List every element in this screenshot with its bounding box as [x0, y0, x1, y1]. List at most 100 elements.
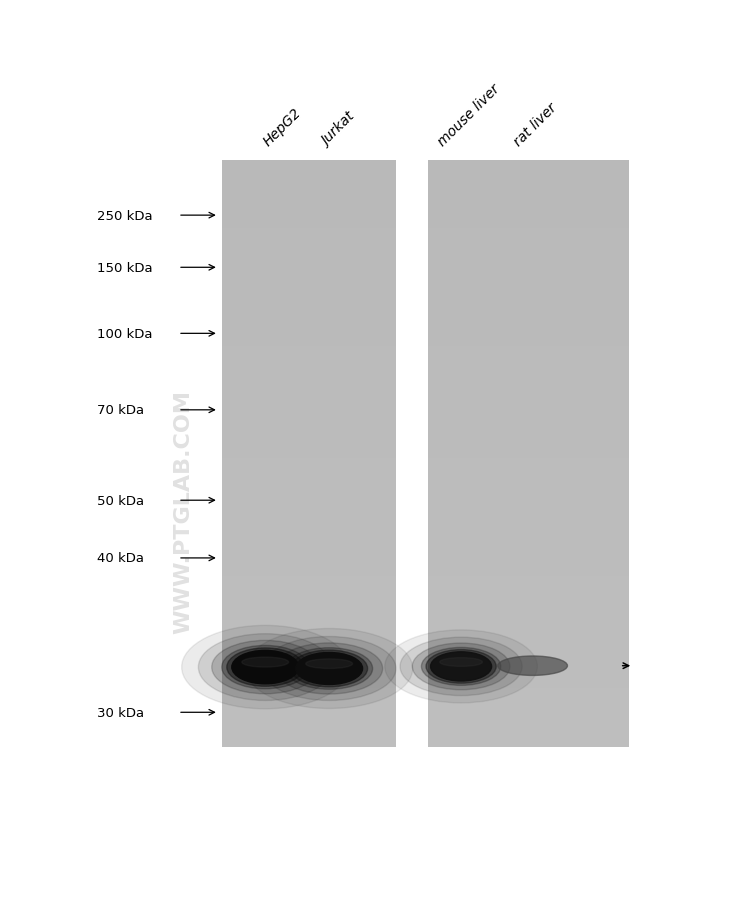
- Bar: [222, 557, 396, 561]
- Bar: [222, 375, 396, 381]
- Bar: [222, 591, 396, 595]
- Bar: [428, 199, 628, 205]
- Bar: [428, 205, 628, 209]
- Bar: [428, 488, 628, 492]
- Bar: [428, 684, 628, 688]
- Bar: [428, 704, 628, 708]
- Bar: [428, 361, 628, 365]
- Bar: [428, 375, 628, 381]
- Bar: [428, 195, 628, 199]
- Bar: [428, 571, 628, 576]
- Bar: [222, 654, 396, 659]
- Bar: [428, 189, 628, 195]
- Bar: [428, 678, 628, 684]
- Bar: [222, 425, 396, 429]
- Bar: [428, 400, 628, 405]
- Bar: [222, 439, 396, 444]
- Bar: [428, 532, 628, 537]
- Bar: [428, 346, 628, 351]
- Bar: [222, 488, 396, 492]
- Bar: [222, 219, 396, 224]
- Text: HepG2: HepG2: [261, 106, 305, 149]
- Bar: [222, 224, 396, 229]
- Ellipse shape: [440, 658, 482, 667]
- Bar: [222, 723, 396, 728]
- Bar: [222, 385, 396, 391]
- Bar: [428, 322, 628, 327]
- Bar: [428, 214, 628, 219]
- Bar: [428, 738, 628, 742]
- Ellipse shape: [498, 657, 568, 676]
- Bar: [428, 425, 628, 429]
- Bar: [428, 405, 628, 410]
- Bar: [428, 170, 628, 175]
- Bar: [428, 512, 628, 518]
- Bar: [222, 537, 396, 542]
- Bar: [222, 429, 396, 434]
- Bar: [222, 229, 396, 234]
- Bar: [428, 410, 628, 415]
- Bar: [428, 351, 628, 356]
- Bar: [222, 298, 396, 302]
- Bar: [428, 209, 628, 214]
- Bar: [428, 165, 628, 170]
- Bar: [428, 537, 628, 542]
- Bar: [428, 508, 628, 512]
- Bar: [222, 532, 396, 537]
- Bar: [222, 302, 396, 307]
- Bar: [222, 253, 396, 258]
- Bar: [428, 561, 628, 566]
- Bar: [222, 365, 396, 371]
- Bar: [428, 611, 628, 615]
- Bar: [428, 654, 628, 659]
- Bar: [222, 391, 396, 395]
- Bar: [428, 395, 628, 400]
- Bar: [428, 659, 628, 664]
- Text: 50 kDa: 50 kDa: [97, 494, 144, 507]
- Bar: [428, 229, 628, 234]
- Bar: [222, 405, 396, 410]
- Bar: [428, 244, 628, 248]
- Text: 70 kDa: 70 kDa: [97, 404, 144, 417]
- Bar: [222, 464, 396, 468]
- Ellipse shape: [400, 638, 522, 695]
- Bar: [222, 605, 396, 611]
- Ellipse shape: [422, 648, 501, 686]
- Bar: [222, 728, 396, 732]
- Bar: [428, 278, 628, 282]
- Bar: [428, 713, 628, 718]
- Bar: [222, 571, 396, 576]
- Ellipse shape: [385, 630, 538, 704]
- Bar: [222, 595, 396, 601]
- Ellipse shape: [291, 650, 368, 687]
- Bar: [428, 625, 628, 630]
- Bar: [222, 248, 396, 253]
- Bar: [428, 601, 628, 605]
- Bar: [222, 341, 396, 346]
- Ellipse shape: [226, 649, 304, 686]
- Text: mouse liver: mouse liver: [436, 81, 502, 149]
- Bar: [222, 585, 396, 591]
- Bar: [222, 381, 396, 385]
- Bar: [428, 664, 628, 669]
- Bar: [222, 694, 396, 698]
- Bar: [222, 234, 396, 239]
- Ellipse shape: [426, 649, 496, 684]
- Bar: [222, 732, 396, 738]
- Bar: [222, 566, 396, 571]
- Bar: [222, 165, 396, 170]
- Ellipse shape: [232, 650, 298, 684]
- Bar: [222, 659, 396, 664]
- Bar: [222, 415, 396, 419]
- Bar: [428, 282, 628, 288]
- Bar: [428, 419, 628, 425]
- Ellipse shape: [245, 629, 412, 709]
- Bar: [222, 395, 396, 400]
- Text: rat liver: rat liver: [511, 100, 560, 149]
- Bar: [428, 298, 628, 302]
- Bar: [222, 698, 396, 704]
- Bar: [428, 185, 628, 189]
- Bar: [428, 332, 628, 336]
- Bar: [428, 248, 628, 253]
- Bar: [222, 684, 396, 688]
